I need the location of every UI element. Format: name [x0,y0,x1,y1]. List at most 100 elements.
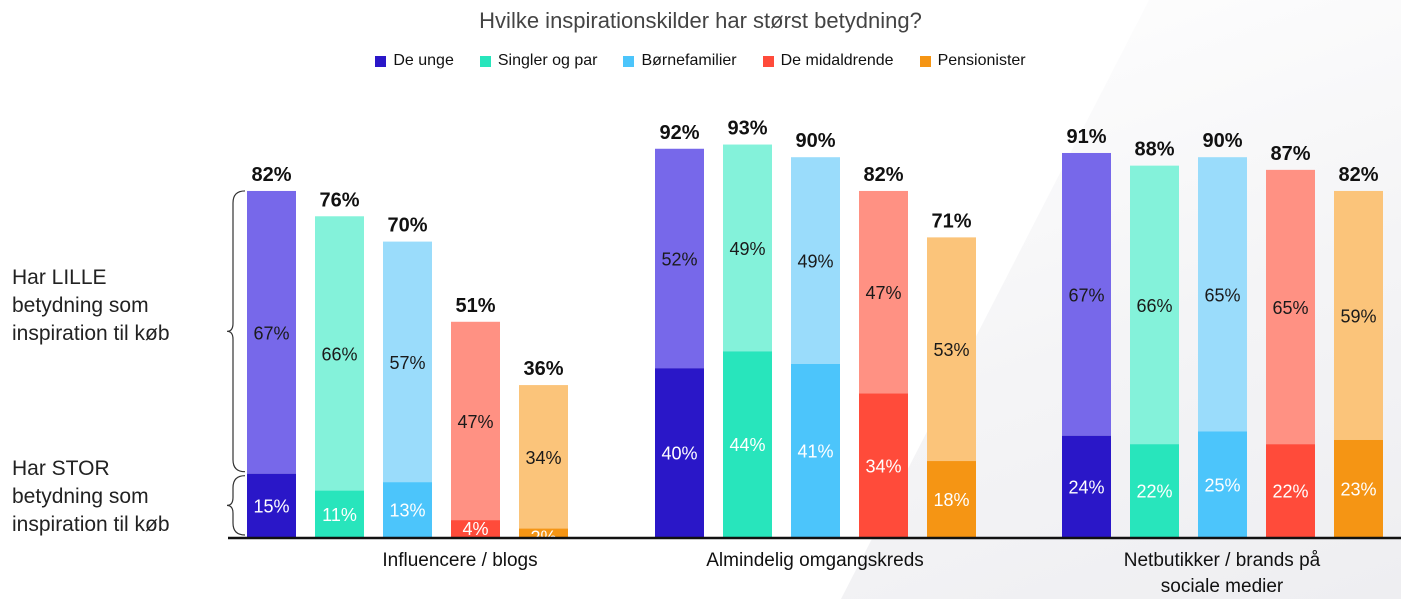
bar-segment-lille [247,190,296,474]
legend-label: Børnefamilier [641,52,737,69]
bar-segment-stor [451,520,500,537]
segment-label-lille: 49% [797,252,833,272]
bar-segment-stor [1266,444,1315,537]
total-label: 82% [1338,164,1378,186]
bar-segment-lille [315,216,364,491]
segment-label-lille: 53% [933,340,969,360]
segment-label-stor: 24% [1068,477,1104,497]
total-label: 91% [1066,126,1106,148]
bar-segment-stor [315,490,364,537]
group-label-influencere: Influencere / blogs [310,548,610,574]
legend-swatch [479,55,491,67]
side-label-line: betydning som [12,294,149,317]
bar-segment-stor [1130,444,1179,537]
segment-label-lille: 34% [525,448,561,468]
bar-segment-lille [1266,169,1315,445]
total-label: 90% [795,130,835,152]
bar-segment-lille [519,385,568,529]
total-label: 90% [1202,130,1242,152]
side-label-line: Har LILLE [12,266,107,289]
segment-label-stor: 40% [661,444,697,464]
legend-item-de-unge: De unge [375,52,454,70]
bar-segment-stor [791,363,840,537]
group-label-line: Almindelig omgangskreds [706,550,924,571]
group-label-omgangskreds: Almindelig omgangskreds [665,548,965,574]
segment-label-lille: 47% [457,412,493,432]
total-label: 76% [319,189,359,211]
legend: De unge Singler og par Børnefamilier De … [0,52,1401,70]
bar-segment-stor [655,368,704,537]
segment-label-lille: 67% [253,323,289,343]
segment-label-lille: 65% [1204,285,1240,305]
bar-segment-lille [1198,157,1247,432]
segment-label-stor: 34% [865,456,901,476]
bar-segment-lille [1062,152,1111,436]
legend-item-de-midaldrende: De midaldrende [762,52,894,70]
chart-title: Hvilke inspirationskilder har størst bet… [479,8,922,33]
segment-label-lille: 67% [1068,285,1104,305]
segment-label-stor: 44% [729,435,765,455]
segment-label-stor: 15% [253,496,289,516]
segment-label-stor: 22% [1272,482,1308,502]
side-label-lille: Har LILLE betydning som inspiration til … [12,264,170,348]
legend-label: De unge [393,52,454,69]
total-label: 51% [455,295,495,317]
group-label-line: sociale medier [1160,576,1284,597]
group-label-line: Influencere / blogs [382,550,538,571]
segment-label-stor: 41% [797,441,833,461]
bar-segment-lille [451,321,500,521]
segment-label-lille: 57% [389,353,425,373]
side-label-line: betydning som [12,485,149,508]
bar-segment-lille [383,241,432,483]
segment-label-lille: 59% [1340,306,1376,326]
bar-segment-stor [1198,431,1247,537]
total-label: 70% [387,215,427,237]
total-label: 82% [251,164,291,186]
brace-lille [226,190,246,473]
bar-segment-lille [859,190,908,394]
segment-label-stor: 25% [1204,475,1240,495]
bar-segment-stor [383,482,432,537]
legend-swatch [919,55,931,67]
bar-segment-lille [1334,190,1383,440]
legend-swatch [623,55,635,67]
bar-segment-lille [927,237,976,462]
segment-label-stor: 22% [1136,482,1172,502]
legend-item-pensionister: Pensionister [919,52,1026,70]
legend-label: De midaldrende [780,52,894,69]
group-label-line: Netbutikker / brands på [1123,550,1321,571]
segment-label-lille: 65% [1272,298,1308,318]
total-label: 88% [1134,139,1174,161]
bar-segment-stor [519,528,568,537]
bar-segment-stor [859,393,908,537]
segment-label-stor: 23% [1340,479,1376,499]
bar-segment-stor [247,473,296,537]
side-label-line: inspiration til køb [12,322,170,345]
bar-segment-stor [927,461,976,537]
total-label: 71% [931,210,971,232]
bar-segment-lille [723,144,772,352]
bar-segment-lille [1130,165,1179,445]
total-label: 93% [727,118,767,140]
bar-segment-stor [1062,435,1111,537]
bar-segment-lille [655,148,704,369]
legend-swatch [762,55,774,67]
bar-segment-stor [723,351,772,537]
legend-swatch [375,55,387,67]
segment-label-stor: 13% [389,501,425,521]
segment-label-stor: 4% [462,519,488,539]
segment-label-lille: 47% [865,283,901,303]
segment-label-stor: 11% [322,505,357,525]
total-label: 82% [863,164,903,186]
segment-label-stor: 18% [933,490,969,510]
legend-item-boernefamilier: Børnefamilier [623,52,737,70]
side-label-line: Har STOR [12,457,110,480]
total-label: 87% [1270,143,1310,165]
segment-label-lille: 66% [321,344,357,364]
segment-label-lille: 52% [661,249,697,269]
segment-label-lille: 49% [729,239,765,259]
group-label-netbutikker: Netbutikker / brands på sociale medier [1072,548,1372,600]
side-label-line: inspiration til køb [12,513,170,536]
segment-label-lille: 66% [1136,296,1172,316]
